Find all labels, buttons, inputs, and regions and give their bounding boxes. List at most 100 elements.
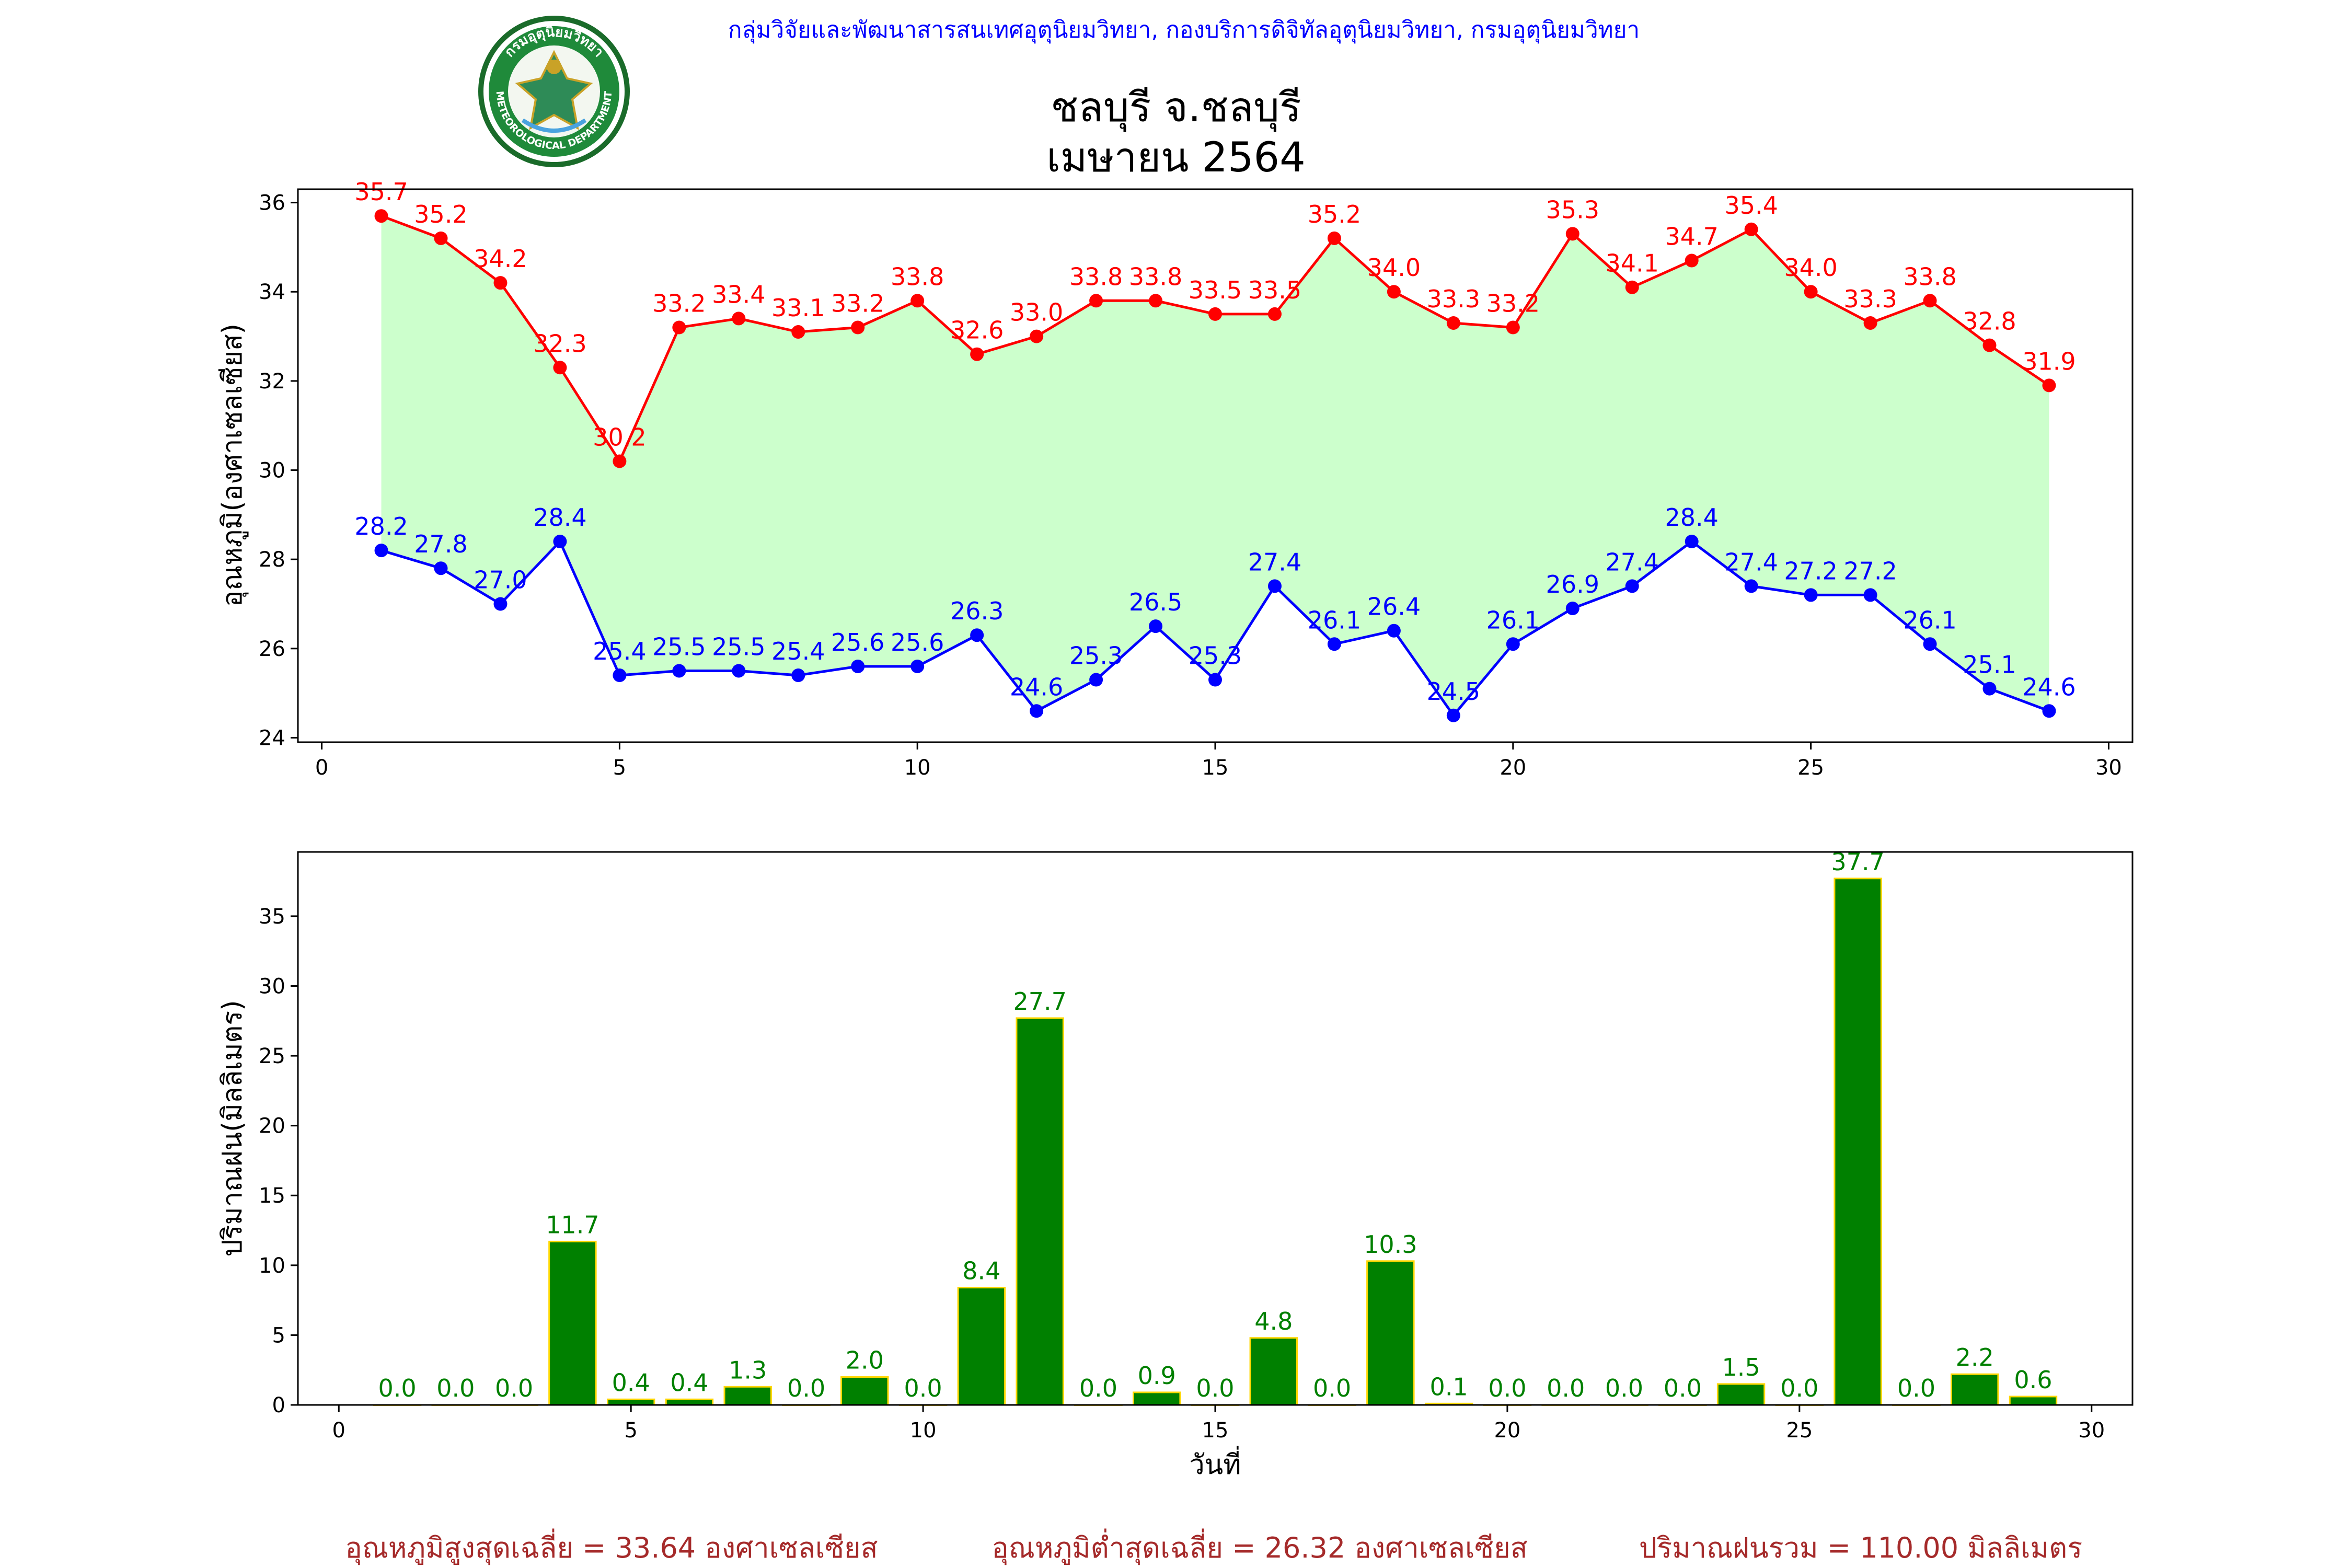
tmin-data-label: 28.2	[354, 512, 408, 540]
rain-bar	[1950, 1373, 1999, 1406]
rain-data-label: 2.0	[846, 1346, 884, 1375]
temperature-y-tick-label: 36	[259, 191, 285, 215]
rain-data-label: 0.0	[378, 1374, 416, 1402]
rain-data-label: 0.0	[1664, 1374, 1702, 1402]
rainfall-x-tick-label: 10	[910, 1419, 937, 1443]
rain-data-label: 0.0	[1547, 1374, 1585, 1402]
tmax-point	[1685, 253, 1699, 268]
temperature-x-tick-label: 5	[613, 756, 626, 780]
tmax-point	[791, 325, 805, 339]
tmax-point	[434, 231, 448, 245]
rainfall-x-tick-label: 30	[2078, 1419, 2105, 1443]
tmin-point	[851, 659, 865, 673]
temperature-x-tick-label: 30	[2095, 756, 2122, 780]
rain-data-label: 0.0	[1605, 1374, 1643, 1402]
tmin-point	[374, 544, 388, 558]
tmin-point	[1327, 637, 1341, 651]
tmin-data-label: 28.4	[533, 503, 586, 532]
rain-data-label: 11.7	[546, 1210, 599, 1239]
rain-bar	[840, 1376, 889, 1406]
tmin-point	[672, 664, 686, 678]
tmin-data-label: 25.6	[831, 628, 884, 656]
tmin-point	[970, 628, 984, 642]
tmax-point	[1565, 227, 1579, 241]
temperature-range-fill	[381, 216, 2049, 716]
tmax-data-label: 33.4	[712, 280, 765, 308]
tmin-point	[791, 668, 805, 683]
rain-bar	[548, 1240, 597, 1406]
tmax-point	[672, 320, 686, 335]
tmax-point	[493, 276, 508, 290]
rainfall-plot-frame	[297, 851, 2134, 1406]
rain-data-label: 0.9	[1138, 1362, 1176, 1390]
tmin-point	[1804, 588, 1818, 602]
rain-data-label: 27.7	[1013, 987, 1066, 1016]
rain-data-label: 10.3	[1364, 1230, 1417, 1259]
rain-bar	[2009, 1396, 2058, 1406]
tmax-point	[1030, 329, 1044, 343]
tmax-data-label: 33.1	[771, 294, 825, 322]
tmin-point	[732, 664, 746, 678]
chart-title-line2: เมษายน 2564	[1046, 134, 1306, 181]
rain-data-label: 0.0	[1780, 1374, 1818, 1402]
rain-bar	[1133, 1391, 1181, 1406]
tmin-point	[1149, 619, 1163, 633]
rain-data-label: 0.6	[2014, 1366, 2052, 1394]
tmax-data-label: 32.3	[533, 329, 586, 358]
tmin-data-label: 27.4	[1724, 548, 1778, 576]
tmax-point	[1089, 294, 1103, 308]
tmax-point	[1923, 294, 1937, 308]
tmin-data-label: 27.2	[1843, 557, 1897, 585]
tmin-point	[1506, 637, 1520, 651]
tmax-data-label: 34.1	[1606, 249, 1659, 278]
temperature-y-tick-label: 32	[259, 370, 285, 394]
tmax-point	[1863, 316, 1877, 330]
tmin-data-label: 24.6	[2022, 673, 2076, 701]
tmin-point	[1267, 579, 1282, 593]
tmax-point	[1327, 231, 1341, 245]
rain-data-label: 1.5	[1722, 1353, 1760, 1381]
temperature-y-label: อุณหภูมิ(องศาเซลเซียส)	[217, 324, 249, 607]
rain-bar	[957, 1287, 1006, 1406]
rainfall-y-label: ปริมาณฝน(มิลลิเมตร)	[217, 1000, 248, 1256]
tmin-point	[1387, 624, 1401, 638]
tmax-data-label: 33.8	[1903, 262, 1956, 291]
rain-data-label: 0.0	[495, 1374, 533, 1402]
tmin-data-label: 26.3	[950, 597, 1004, 625]
rain-bar	[1834, 878, 1882, 1406]
rainfall-x-tick-label: 15	[1202, 1419, 1229, 1443]
tmin-point	[1208, 673, 1222, 687]
tmin-data-label: 24.5	[1427, 677, 1480, 706]
tmax-point	[1267, 307, 1282, 321]
rain-data-label: 0.0	[1897, 1374, 1935, 1402]
tmax-data-label: 33.8	[1069, 262, 1123, 291]
tmin-data-label: 27.8	[414, 530, 467, 558]
tmax-data-label: 33.8	[891, 262, 944, 291]
temperature-x-tick-label: 25	[1797, 756, 1824, 780]
tmax-point	[1387, 285, 1401, 299]
temperature-plot-frame	[297, 188, 2134, 743]
tmax-point	[1208, 307, 1222, 321]
rainfall-x-tick-label: 25	[1786, 1419, 1813, 1443]
tmin-point	[434, 561, 448, 575]
rain-data-label: 0.0	[436, 1374, 475, 1402]
temperature-y-tick-label: 30	[259, 459, 285, 483]
tmax-point	[553, 361, 567, 375]
tmax-data-label: 32.6	[950, 316, 1004, 344]
tmax-data-label: 30.2	[593, 423, 646, 451]
temperature-y-tick-label: 24	[259, 726, 285, 750]
tmax-data-label: 33.2	[831, 290, 884, 318]
tmin-point	[1030, 704, 1044, 718]
tmax-point	[374, 209, 388, 223]
tmax-point	[910, 294, 925, 308]
tmax-point	[1982, 338, 1997, 352]
tmax-point	[732, 312, 746, 326]
rainfall-y-tick-label: 20	[259, 1114, 285, 1138]
tmin-data-label: 25.5	[652, 632, 706, 661]
tmin-point	[1744, 579, 1758, 593]
rain-data-label: 8.4	[962, 1257, 1000, 1285]
rainfall-y-tick-label: 30	[259, 974, 285, 998]
tmax-data-label: 34.0	[1367, 253, 1421, 282]
tmax-data-label: 35.2	[1308, 200, 1361, 228]
tmax-data-label: 35.4	[1724, 191, 1778, 220]
